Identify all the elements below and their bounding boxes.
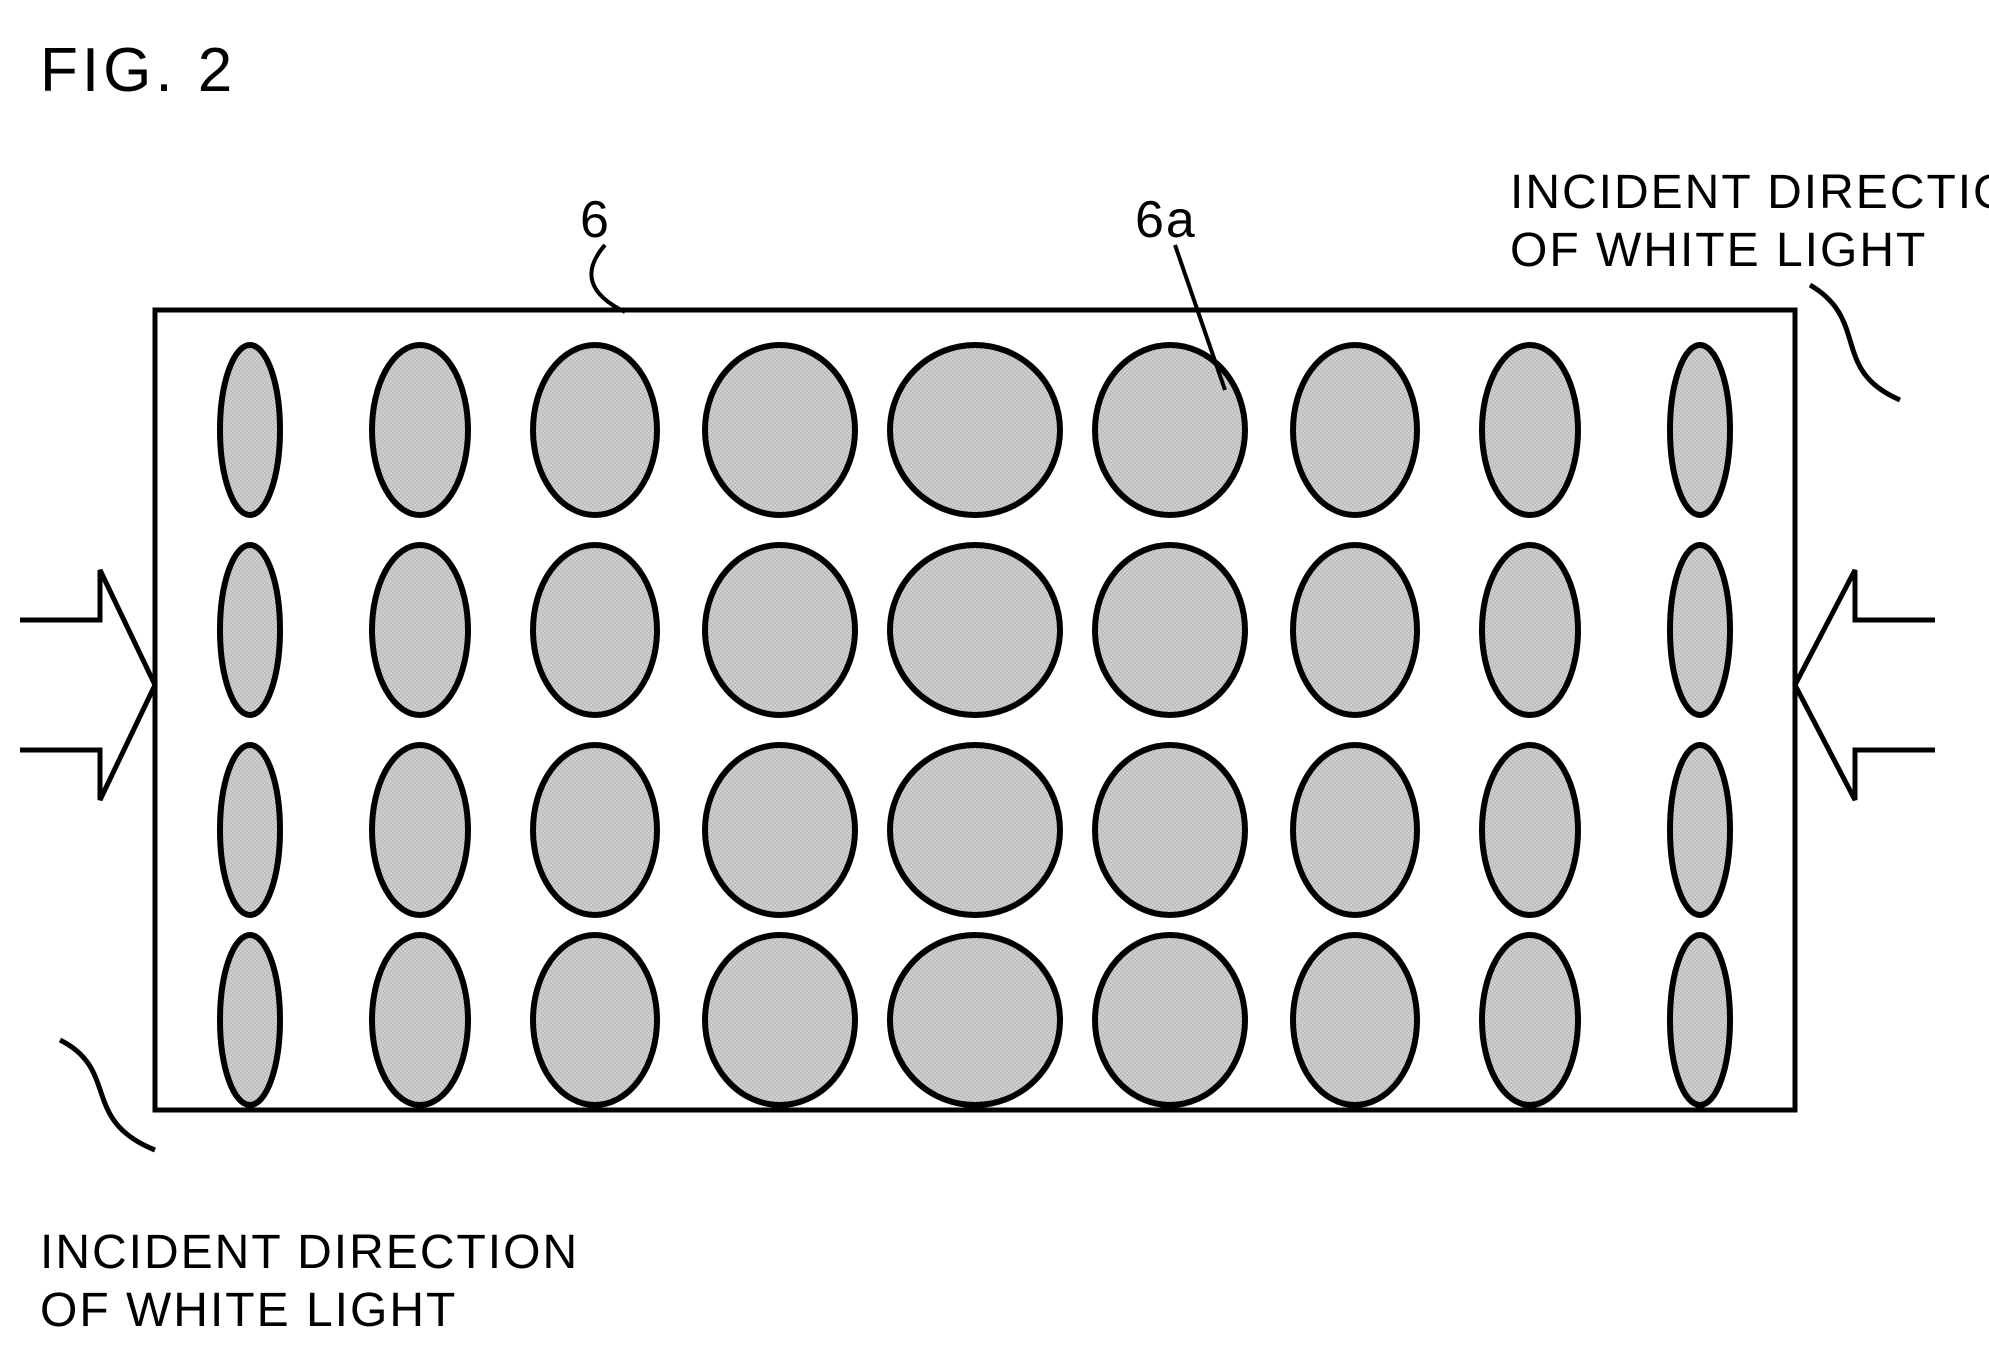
lens-dot xyxy=(890,545,1060,715)
lens-dot xyxy=(1293,545,1417,715)
lens-dot xyxy=(533,345,657,515)
lens-dot xyxy=(1482,935,1578,1105)
lens-dot xyxy=(1293,345,1417,515)
lens-dot xyxy=(705,745,855,915)
lens-dot xyxy=(220,545,280,715)
lens-dot xyxy=(1482,345,1578,515)
lens-dot xyxy=(372,745,468,915)
lens-dot xyxy=(220,345,280,515)
lens-dot xyxy=(1095,935,1245,1105)
lens-dot xyxy=(533,745,657,915)
lens-dot xyxy=(1293,935,1417,1105)
lens-dot xyxy=(890,935,1060,1105)
lens-dot xyxy=(220,935,280,1105)
lens-dot xyxy=(705,545,855,715)
lens-dot xyxy=(1095,345,1245,515)
lens-dot xyxy=(1670,745,1730,915)
lens-dot xyxy=(533,935,657,1105)
squiggle-bottom-left xyxy=(60,1040,155,1150)
lens-dot xyxy=(890,745,1060,915)
lens-dot xyxy=(705,345,855,515)
figure-svg xyxy=(0,0,1989,1346)
lens-dot xyxy=(1670,345,1730,515)
lens-dot xyxy=(1095,545,1245,715)
lens-dot xyxy=(1482,545,1578,715)
squiggle-top-right xyxy=(1810,285,1900,400)
arrow-right xyxy=(1795,570,1935,800)
lens-dot xyxy=(1482,745,1578,915)
lens-dot xyxy=(705,935,855,1105)
lens-dot xyxy=(1293,745,1417,915)
lens-dot xyxy=(890,345,1060,515)
lens-dot xyxy=(220,745,280,915)
arrow-left xyxy=(20,570,155,800)
leader-6 xyxy=(591,245,625,312)
lens-dot xyxy=(1670,935,1730,1105)
lens-dot xyxy=(372,545,468,715)
lens-dot xyxy=(1095,745,1245,915)
lens-dot xyxy=(372,935,468,1105)
lens-dot xyxy=(1670,545,1730,715)
lens-dot xyxy=(533,545,657,715)
lens-dot xyxy=(372,345,468,515)
